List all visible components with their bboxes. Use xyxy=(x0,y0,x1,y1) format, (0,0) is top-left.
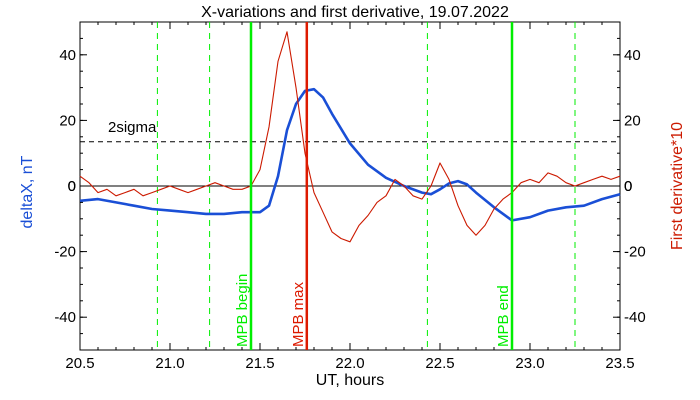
derivative-series-line xyxy=(79,31,621,243)
reference-lines xyxy=(80,22,620,350)
x-tick-label: 21.0 xyxy=(155,355,184,372)
threshold-label: 2sigma xyxy=(108,119,157,136)
chart-title: X-variations and first derivative, 19.07… xyxy=(201,4,509,21)
x-tick-label: 20.5 xyxy=(65,355,94,372)
event-marker-label: MPB begin xyxy=(234,274,251,347)
y-axis-label-left: deltaX, nT xyxy=(19,155,36,228)
x-tick-label: 22.5 xyxy=(425,355,454,372)
event-marker-label: MPB end xyxy=(495,285,512,347)
x-tick-label: 23.5 xyxy=(605,355,634,372)
y-tick-label-right: -40 xyxy=(624,309,646,326)
y-tick-label-left: -40 xyxy=(54,309,76,326)
y-tick-label-right: -20 xyxy=(624,244,646,261)
y-tick-label-left: 0 xyxy=(68,178,76,195)
event-markers: MPB begin MPB max MPB end xyxy=(234,22,514,350)
x-tick-label: 23.0 xyxy=(515,355,544,372)
x-tick-label: 22.0 xyxy=(335,355,364,372)
series-layer xyxy=(79,31,621,243)
y-tick-label-left: 40 xyxy=(59,47,76,64)
y-tick-label-right: 20 xyxy=(624,112,641,129)
deltax-series-line xyxy=(79,87,621,222)
y-tick-label-left: -20 xyxy=(54,244,76,261)
axes: 20.5 21.0 21.5 22.0 22.5 23.0 23.5 -40 -40 -20 -20… xyxy=(54,21,646,372)
x-axis-label: UT, hours xyxy=(316,372,384,389)
x-tick-label: 21.5 xyxy=(245,355,274,372)
y-axis-label-right: First derivative*10 xyxy=(669,122,686,250)
event-marker-label: MPB max xyxy=(290,281,307,347)
y-tick-label-right: 40 xyxy=(624,47,641,64)
y-tick-label-left: 20 xyxy=(59,112,76,129)
y-tick-label-right: 0 xyxy=(624,178,632,195)
y-tick-label-left: 0 xyxy=(68,178,76,195)
y-tick-label-right: 0 xyxy=(624,178,632,195)
